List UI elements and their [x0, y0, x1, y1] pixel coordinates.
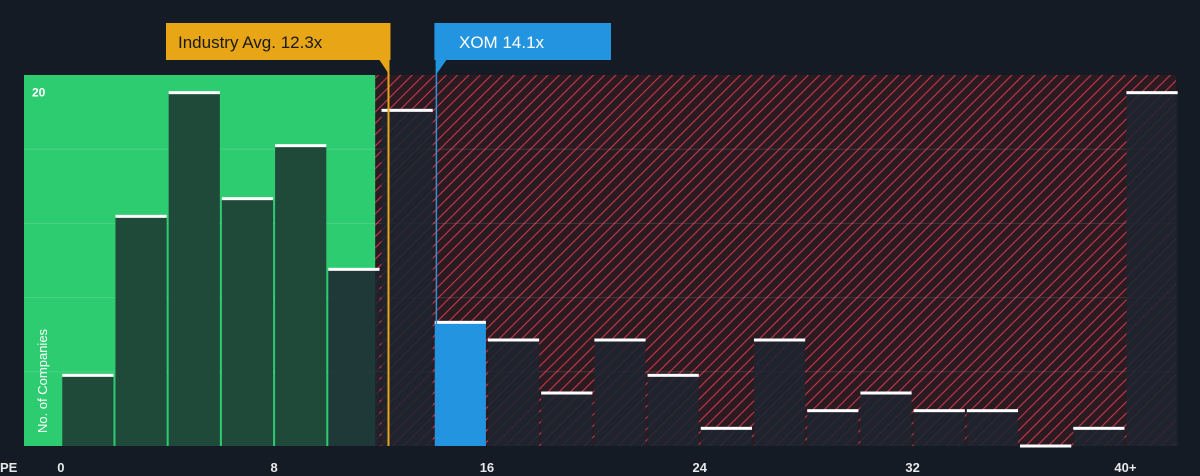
industry-average-callout-box: [166, 23, 391, 60]
histogram-bar: [913, 409, 965, 446]
histogram-bar: [1073, 426, 1125, 446]
histogram-bar-top: [221, 197, 274, 201]
histogram-bar-top: [966, 409, 1019, 413]
histogram-bar: [328, 267, 380, 446]
histogram-bar: [168, 91, 220, 447]
subject-callout-tail: [435, 60, 447, 75]
histogram-bar-top: [487, 338, 540, 342]
histogram-bar-fill: [487, 340, 540, 446]
histogram-bar: [434, 320, 486, 446]
histogram-bar: [966, 409, 1019, 446]
histogram-bar-fill: [807, 410, 859, 446]
histogram-bar: [807, 409, 859, 446]
industry-average-callout: Industry Avg. 12.3x: [166, 23, 391, 75]
industry-average-label: Industry Avg. 12.3x: [178, 33, 323, 52]
subject-callout: XOM 14.1x: [434, 23, 611, 75]
histogram-bar-fill: [966, 410, 1019, 446]
histogram-bar: [1020, 444, 1072, 448]
histogram-bar: [700, 426, 752, 446]
y-tick-labels: 20: [32, 86, 46, 100]
histogram-bar-fill: [647, 375, 699, 446]
histogram-bar-fill: [753, 340, 806, 446]
histogram-bar: [275, 144, 327, 446]
industry-average-callout-tail: [379, 60, 390, 75]
histogram-bar-top: [328, 267, 380, 271]
histogram-bar-fill: [275, 145, 327, 446]
histogram-bar-fill: [328, 269, 380, 446]
x-axis-title: PE: [0, 460, 18, 475]
histogram-bar: [647, 373, 699, 446]
histogram-bar-fill: [594, 340, 646, 446]
histogram-bar-top: [275, 144, 327, 148]
histogram-bar-top: [647, 373, 699, 377]
histogram-bar-top: [541, 391, 593, 395]
x-tick-label: 40+: [1114, 460, 1136, 475]
histogram-bar-top: [753, 338, 806, 342]
histogram-bar: [860, 391, 912, 446]
callouts: Industry Avg. 12.3x XOM 14.1x: [166, 23, 611, 75]
histogram-bar-top: [115, 214, 167, 218]
histogram-bar-fill: [115, 216, 167, 446]
histogram-bar-fill: [168, 92, 220, 447]
histogram-bar-top: [381, 108, 433, 112]
histogram-bar-top: [807, 409, 859, 413]
histogram-bar-fill: [913, 410, 965, 446]
histogram-bar-top: [913, 409, 965, 413]
subject-label: XOM 14.1x: [459, 33, 545, 52]
histogram-bar-top: [434, 320, 486, 324]
histogram-bar: [487, 338, 540, 446]
histogram-bar-fill: [381, 110, 433, 446]
histogram-bar: [62, 373, 114, 446]
histogram-bar-fill: [1126, 92, 1178, 447]
histogram-bar-top: [62, 373, 114, 377]
histogram-bar-fill: [860, 393, 912, 446]
histogram-bar-fill: [62, 375, 114, 446]
x-tick-label: 8: [270, 460, 277, 475]
x-tick-label: 24: [693, 460, 708, 475]
histogram-bar-fill: [700, 428, 752, 446]
histogram-bar-top: [168, 91, 220, 95]
histogram-bar: [753, 338, 806, 446]
histogram-bar-fill: [434, 322, 486, 446]
axes: PE No. of Companies: [0, 328, 50, 475]
x-tick-labels: 0 8 16 24 32 40+: [57, 460, 1137, 475]
histogram-bar-fill: [541, 393, 593, 446]
x-tick-label: 32: [905, 460, 919, 475]
subject-callout-box: [434, 23, 611, 60]
histogram-bar-top: [700, 426, 752, 430]
histogram-bar-top: [860, 391, 912, 395]
histogram-bar: [381, 108, 433, 446]
histogram-bar: [115, 214, 167, 446]
y-tick-label: 20: [32, 86, 46, 100]
value-markers: [387, 60, 438, 446]
histogram-bar-fill: [221, 198, 274, 446]
histogram-bar-fill: [1073, 428, 1125, 446]
histogram-bars: [62, 91, 1178, 448]
histogram-bar: [541, 391, 593, 446]
histogram-bar: [594, 338, 646, 446]
histogram-bar: [1126, 91, 1178, 447]
histogram-bar-top: [1073, 426, 1125, 430]
y-axis-title: No. of Companies: [35, 328, 50, 433]
x-tick-label: 0: [57, 460, 64, 475]
histogram-bar-top: [594, 338, 646, 342]
histogram-bar-top: [1020, 444, 1072, 448]
histogram-bar-top: [1126, 91, 1178, 95]
histogram-bar: [221, 197, 274, 446]
x-tick-label: 16: [480, 460, 494, 475]
